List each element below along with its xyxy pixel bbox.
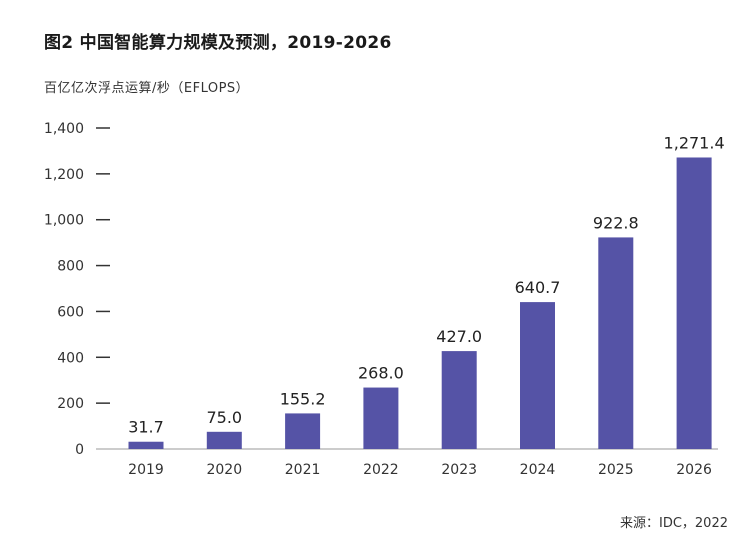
x-tick-label: 2024 (520, 462, 556, 478)
y-axis-ticks: 0 200 400 600 800 1,000 1,200 1,400 (44, 121, 110, 458)
x-tick-label: 2020 (206, 462, 242, 478)
value-label: 75.0 (206, 408, 242, 427)
y-tick-label: 400 (57, 350, 84, 366)
bar-2021 (285, 413, 321, 449)
value-label: 155.2 (280, 389, 326, 408)
y-tick-label: 200 (57, 396, 84, 412)
y-tick-label: 1,200 (44, 167, 84, 183)
chart-title: 图2 中国智能算力规模及预测，2019-2026 (44, 33, 392, 53)
bar-2025 (598, 237, 634, 449)
bar-2020 (206, 431, 242, 449)
y-axis-unit-label: 百亿亿次浮点运算/秒（EFLOPS） (44, 81, 250, 96)
bar-2019 (128, 441, 164, 449)
value-label: 427.0 (436, 327, 482, 346)
x-tick-label: 2025 (598, 462, 634, 478)
source-note: 来源：IDC，2022 (619, 516, 728, 531)
value-labels: 31.7 75.0 155.2 268.0 427.0 640.7 922.8 1,271.4 (128, 133, 724, 436)
value-label: 922.8 (593, 213, 639, 232)
x-tick-label: 2021 (285, 462, 321, 478)
y-tick-label: 0 (75, 442, 84, 458)
value-label: 1,271.4 (664, 133, 725, 152)
x-axis-labels: 2019 2020 2021 2022 2023 2024 2025 2026 (128, 462, 712, 478)
y-tick-label: 800 (57, 259, 84, 275)
value-label: 640.7 (515, 278, 561, 297)
y-tick-label: 1,000 (44, 213, 84, 229)
x-tick-label: 2023 (441, 462, 477, 478)
y-tick-label: 600 (57, 304, 84, 320)
x-tick-label: 2022 (363, 462, 399, 478)
value-label: 268.0 (358, 364, 404, 383)
bar-2024 (520, 302, 555, 449)
y-tick-label: 1,400 (44, 121, 84, 137)
bar-2023 (441, 351, 477, 449)
bar-2022 (363, 387, 399, 449)
x-tick-label: 2019 (128, 462, 164, 478)
value-label: 31.7 (128, 418, 164, 437)
bar-2026 (676, 157, 712, 449)
x-tick-label: 2026 (676, 462, 712, 478)
bars (128, 157, 712, 449)
